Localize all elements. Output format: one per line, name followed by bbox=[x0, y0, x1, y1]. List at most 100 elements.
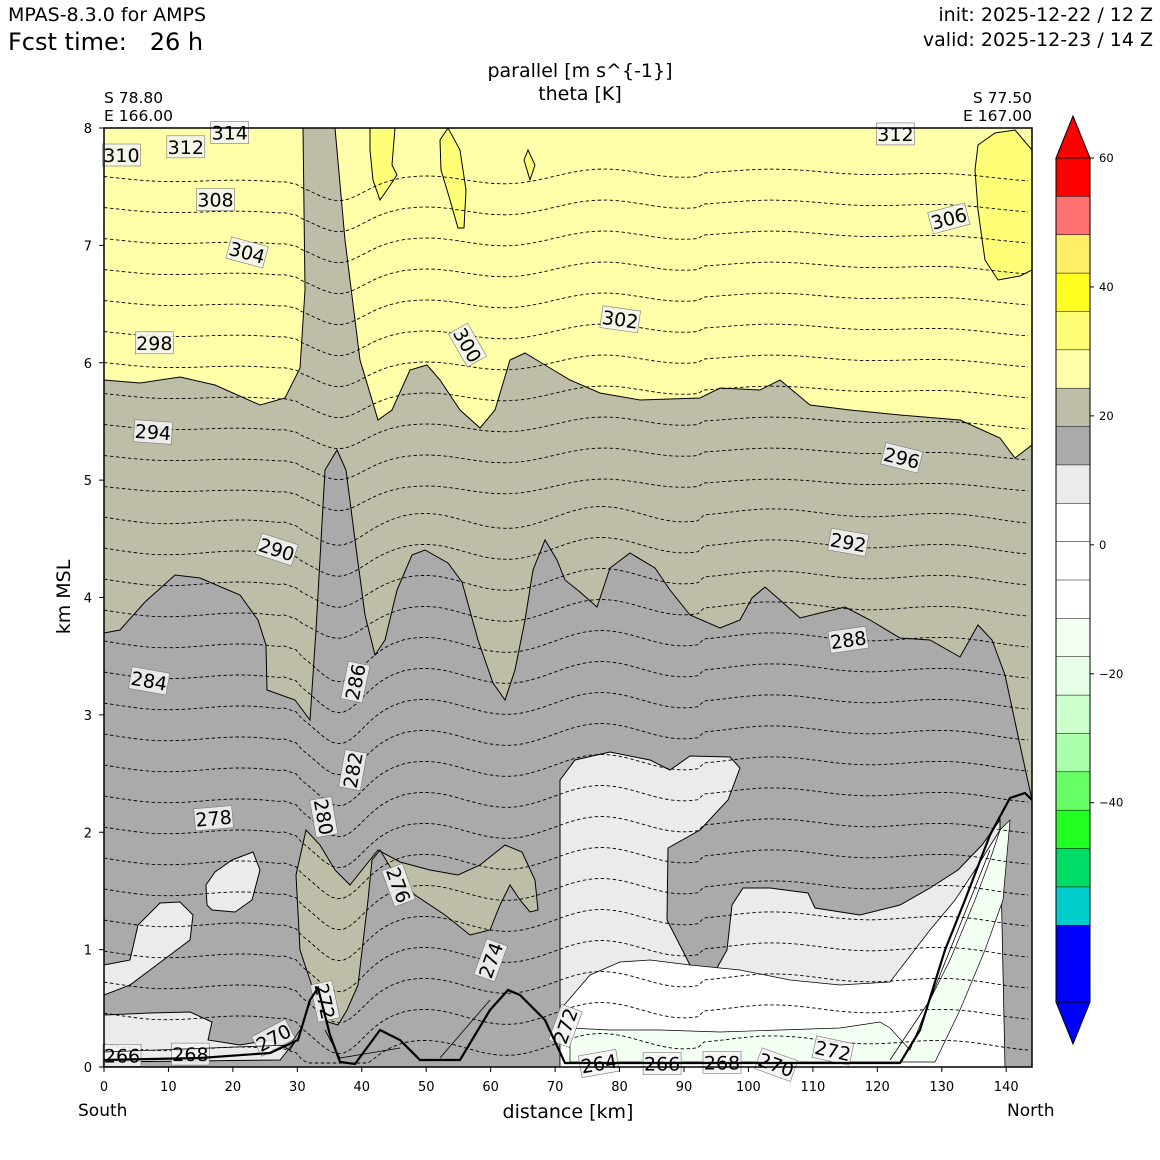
theta-contour-line bbox=[104, 661, 1029, 714]
y-tick-label: 1 bbox=[84, 944, 92, 959]
theta-label-text: 314 bbox=[212, 123, 248, 145]
colorbar-segment bbox=[1055, 618, 1091, 658]
theta-label-text: 308 bbox=[197, 190, 233, 212]
theta-label-text: 310 bbox=[103, 145, 139, 167]
theta-label-text: 294 bbox=[134, 421, 172, 445]
colorbar-tick-label: 0 bbox=[1099, 538, 1106, 552]
x-axis: 0 10 20 30 40 50 60 70 80 90 100 110 120 130 140 bbox=[100, 1067, 1019, 1095]
colorbar-segment bbox=[1055, 541, 1091, 581]
init-time: init: 2025-12-22 / 12 Z bbox=[938, 4, 1153, 26]
theta-contour-line bbox=[104, 754, 1029, 807]
x-tick-label: 50 bbox=[418, 1080, 435, 1095]
theta-label: 302 bbox=[599, 305, 641, 334]
theta-contour-line bbox=[104, 630, 1029, 683]
wind-region-10-15-left bbox=[104, 901, 194, 996]
theta-label-box bbox=[309, 796, 339, 838]
theta-label-text: 268 bbox=[172, 1044, 208, 1066]
theta-label-box bbox=[338, 749, 368, 791]
colorbar-segment bbox=[1055, 464, 1091, 504]
x-tick-label: 40 bbox=[354, 1080, 371, 1095]
theta-contour-line bbox=[104, 447, 1029, 481]
left-endpoint-lon: E 166.00 bbox=[104, 107, 173, 125]
colorbar-tick-label: 40 bbox=[1099, 280, 1114, 294]
right-endpoint-lon: E 167.00 bbox=[963, 107, 1032, 125]
x-tick-label: 110 bbox=[800, 1080, 825, 1095]
y-tick-label: 6 bbox=[84, 357, 92, 372]
theta-label-box bbox=[599, 305, 641, 334]
colorbar-tick-label: −20 bbox=[1099, 667, 1123, 681]
theta-contour-line bbox=[104, 261, 1029, 295]
theta-label-box bbox=[102, 143, 141, 167]
theta-label-text: 302 bbox=[601, 307, 640, 334]
x-tick-label: 0 bbox=[100, 1080, 108, 1095]
shaded-wind-regions bbox=[104, 128, 1032, 1067]
theta-contour-line bbox=[104, 292, 1029, 326]
forecast-time-label: Fcst time: bbox=[8, 28, 127, 56]
theta-label-box bbox=[880, 442, 924, 474]
x-tick-label: 90 bbox=[676, 1080, 693, 1095]
theta-contour-line bbox=[104, 692, 1029, 745]
colorbar-segment bbox=[1055, 694, 1091, 735]
theta-contour-line bbox=[104, 940, 1029, 993]
theta-label-text: 312 bbox=[877, 124, 913, 146]
theta-label: 268 bbox=[171, 1042, 210, 1066]
theta-label-box bbox=[196, 188, 235, 211]
x-tick-label: 30 bbox=[289, 1080, 306, 1095]
right-direction: North bbox=[1007, 1101, 1055, 1121]
colorbar-frame bbox=[1055, 157, 1091, 1003]
theta-label: 280 bbox=[309, 796, 339, 838]
theta-contour-line bbox=[104, 723, 1029, 776]
valid-time: valid: 2025-12-23 / 14 Z bbox=[922, 29, 1153, 51]
y-tick-label: 7 bbox=[84, 239, 92, 254]
chart-title-line1: parallel [m s^{-1}] bbox=[487, 60, 673, 82]
theta-contour-line bbox=[104, 878, 1029, 931]
theta-contour-line bbox=[104, 168, 1029, 202]
left-endpoint: S 78.80 E 166.00 bbox=[104, 89, 173, 125]
x-tick-label: 100 bbox=[736, 1080, 761, 1095]
theta-label-text: 298 bbox=[136, 333, 172, 355]
colorbar-tick-label: 20 bbox=[1099, 409, 1114, 423]
theta-contour-line bbox=[104, 909, 1029, 962]
theta-label-box bbox=[827, 527, 870, 557]
colorbar-extend-top bbox=[1055, 114, 1091, 159]
colorbar-segment bbox=[1055, 196, 1091, 236]
colorbar-segment bbox=[1055, 234, 1091, 274]
theta-label-box bbox=[827, 625, 869, 654]
x-tick-label: 20 bbox=[225, 1080, 242, 1095]
wind-region-20-25-low bbox=[295, 828, 539, 1026]
theta-label-box bbox=[254, 532, 299, 567]
theta-label-box bbox=[340, 660, 371, 704]
theta-label: 312 bbox=[876, 122, 915, 146]
theta-contour-line bbox=[104, 323, 1029, 357]
theta-label-box bbox=[135, 331, 174, 355]
colorbar-segment bbox=[1055, 848, 1091, 888]
colorbar-segment bbox=[1055, 503, 1091, 543]
colorbar-segment bbox=[1055, 656, 1091, 696]
y-tick-label: 5 bbox=[84, 474, 92, 489]
colorbar-tick-label: 60 bbox=[1099, 151, 1114, 165]
theta-contour-line bbox=[104, 416, 1029, 450]
theta-label: 314 bbox=[210, 121, 249, 145]
colorbar-segment bbox=[1055, 311, 1091, 351]
colorbar-segment bbox=[1055, 809, 1091, 850]
theta-contour-line bbox=[104, 816, 1029, 869]
theta-label-box bbox=[132, 419, 174, 445]
x-tick-label: 60 bbox=[482, 1080, 499, 1095]
theta-label-box bbox=[754, 1047, 799, 1082]
x-axis-label: distance [km] bbox=[503, 1101, 634, 1123]
colorbar: 60 40 20 0 −20 −40 bbox=[1055, 114, 1123, 1046]
colorbar-segment bbox=[1055, 733, 1091, 773]
theta-contour-line bbox=[104, 478, 1029, 512]
wind-region-10-15-blob bbox=[205, 851, 261, 913]
theta-label: 266 bbox=[102, 1044, 142, 1067]
theta-contour-line bbox=[104, 199, 1029, 233]
theta-contour-line bbox=[104, 599, 1029, 639]
theta-label-text: 288 bbox=[829, 627, 868, 654]
theta-label: 288 bbox=[827, 625, 869, 654]
theta-label-box bbox=[811, 1035, 855, 1066]
theta-label: 298 bbox=[135, 331, 174, 355]
x-tick-label: 10 bbox=[160, 1080, 177, 1095]
theta-label-box bbox=[166, 135, 206, 159]
theta-contour-line bbox=[104, 971, 1029, 1024]
colorbar-segment bbox=[1055, 886, 1091, 926]
